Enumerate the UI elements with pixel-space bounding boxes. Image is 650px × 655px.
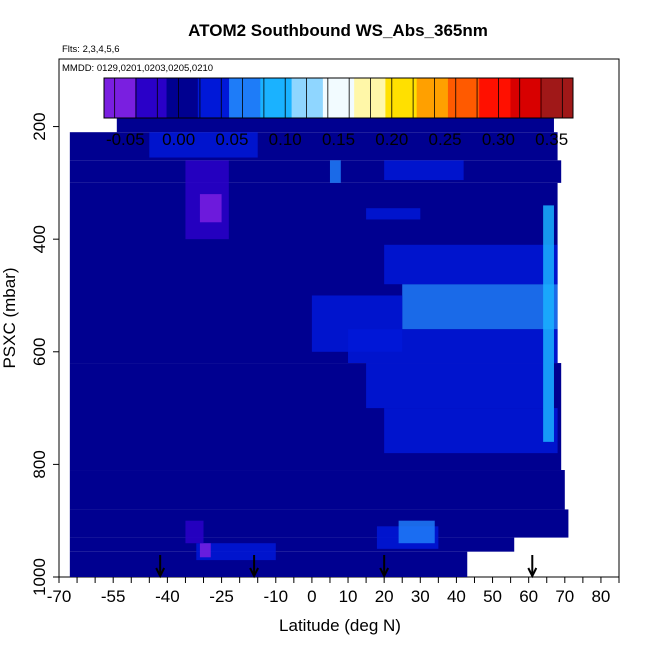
colorbar-swatch-6 bbox=[291, 78, 324, 118]
colorbar-tick-label: 0.30 bbox=[482, 130, 515, 149]
y-axis-label: PSXC (mbar) bbox=[0, 267, 19, 368]
feature-cell-16 bbox=[329, 160, 341, 183]
feature-cell-8 bbox=[199, 194, 222, 223]
colorbar-swatch-0 bbox=[104, 78, 136, 118]
feature-cell-13 bbox=[149, 132, 258, 158]
y-axis: 1000 800 600 400 200 bbox=[30, 112, 59, 596]
x-tick-label: 60 bbox=[519, 587, 538, 606]
colorbar-frame bbox=[103, 77, 574, 119]
latitude-arrow bbox=[249, 555, 259, 579]
colorbar-swatch-10 bbox=[416, 78, 449, 118]
x-axis-label: Latitude (deg N) bbox=[279, 616, 401, 635]
colorbar-tick-label: 0.25 bbox=[429, 130, 462, 149]
colorbar-swatch-8 bbox=[354, 78, 386, 118]
x-tick-label: -70 bbox=[47, 587, 72, 606]
colorbar-swatch-13 bbox=[510, 78, 543, 118]
data-extent-band-1 bbox=[69, 537, 515, 552]
feature-cell-14 bbox=[384, 160, 464, 181]
colorbar: -0.05 0.00 0.05 0.10 0.15 0.20 0.25 0.30 0.35 bbox=[103, 77, 574, 149]
arrow-head bbox=[527, 567, 538, 579]
colorbar-swatch-9 bbox=[385, 78, 418, 118]
feature-cell-4 bbox=[384, 408, 558, 454]
y-tick-label: 200 bbox=[30, 112, 49, 140]
feature-cell-6 bbox=[543, 205, 554, 442]
x-tick-label: 40 bbox=[447, 587, 466, 606]
x-tick-label: -55 bbox=[101, 587, 126, 606]
feature-cell-12 bbox=[199, 543, 211, 558]
y-tick-label: 400 bbox=[30, 225, 49, 253]
x-tick-label: 10 bbox=[339, 587, 358, 606]
x-axis: -70 -55 -40 -25 -10 0 10 20 30 40 50 60 70 80 bbox=[47, 577, 620, 606]
x-tick-label: 20 bbox=[375, 587, 394, 606]
data-extent-band-6 bbox=[69, 160, 562, 183]
feature-cell-11 bbox=[196, 543, 276, 561]
x-tick-label: -40 bbox=[155, 587, 180, 606]
arrow-head bbox=[379, 567, 390, 579]
colorbar-tick-label: -0.05 bbox=[106, 130, 145, 149]
colorbar-tick-label: 0.05 bbox=[215, 130, 248, 149]
x-tick-label: -25 bbox=[209, 587, 234, 606]
colorbar-swatch-11 bbox=[447, 78, 480, 118]
y-tick-label: 800 bbox=[30, 450, 49, 478]
chart-subtitle-flights: Flts: 2,3,4,5,6 bbox=[62, 44, 120, 55]
x-tick-label: 30 bbox=[411, 587, 430, 606]
x-tick-label: 70 bbox=[555, 587, 574, 606]
arrow-head bbox=[155, 567, 166, 579]
data-extent-band-3 bbox=[69, 470, 565, 510]
chart-title: ATOM2 Southbound WS_Abs_365nm bbox=[188, 21, 488, 40]
feature-cell-10 bbox=[398, 520, 435, 544]
data-extent-band-2 bbox=[69, 509, 569, 538]
feature-cell-15 bbox=[366, 208, 421, 220]
latitude-arrow bbox=[379, 555, 390, 579]
chart-subtitle-dates: MMDD: 0129,0201,0203,0205,0210 bbox=[62, 63, 213, 74]
colorbar-swatch-2 bbox=[166, 78, 199, 118]
colorbar-tick-label: 0.10 bbox=[269, 130, 302, 149]
feature-cell-17 bbox=[185, 520, 204, 544]
y-tick-label: 600 bbox=[30, 338, 49, 366]
y-tick-label: 1000 bbox=[30, 558, 49, 596]
colorbar-swatch-1 bbox=[135, 78, 168, 118]
x-tick-label: -10 bbox=[263, 587, 288, 606]
colorbar-tick-label: 0.00 bbox=[162, 130, 195, 149]
feature-cell-1 bbox=[384, 244, 558, 285]
latitude-arrow bbox=[527, 555, 538, 579]
colorbar-tick-label: 0.20 bbox=[375, 130, 408, 149]
colorbar-swatch-3 bbox=[197, 78, 230, 118]
latitude-markers bbox=[155, 555, 538, 579]
feature-cell-5 bbox=[311, 295, 403, 352]
x-tick-label: 50 bbox=[483, 587, 502, 606]
heatmap-layer bbox=[69, 106, 569, 577]
colorbar-swatch-14 bbox=[541, 78, 574, 118]
arrow-head bbox=[249, 567, 259, 579]
x-tick-label: 0 bbox=[307, 587, 316, 606]
colorbar-tick-label: 0.35 bbox=[535, 130, 568, 149]
colorbar-tick-label: 0.15 bbox=[322, 130, 355, 149]
x-tick-label: 80 bbox=[591, 587, 610, 606]
colorbar-swatch-12 bbox=[479, 78, 511, 118]
colorbar-swatch-4 bbox=[229, 78, 261, 118]
latitude-arrow bbox=[155, 555, 166, 579]
colorbar-swatch-5 bbox=[260, 78, 293, 118]
feature-cell-3 bbox=[366, 363, 554, 409]
feature-cell-0 bbox=[402, 284, 558, 330]
